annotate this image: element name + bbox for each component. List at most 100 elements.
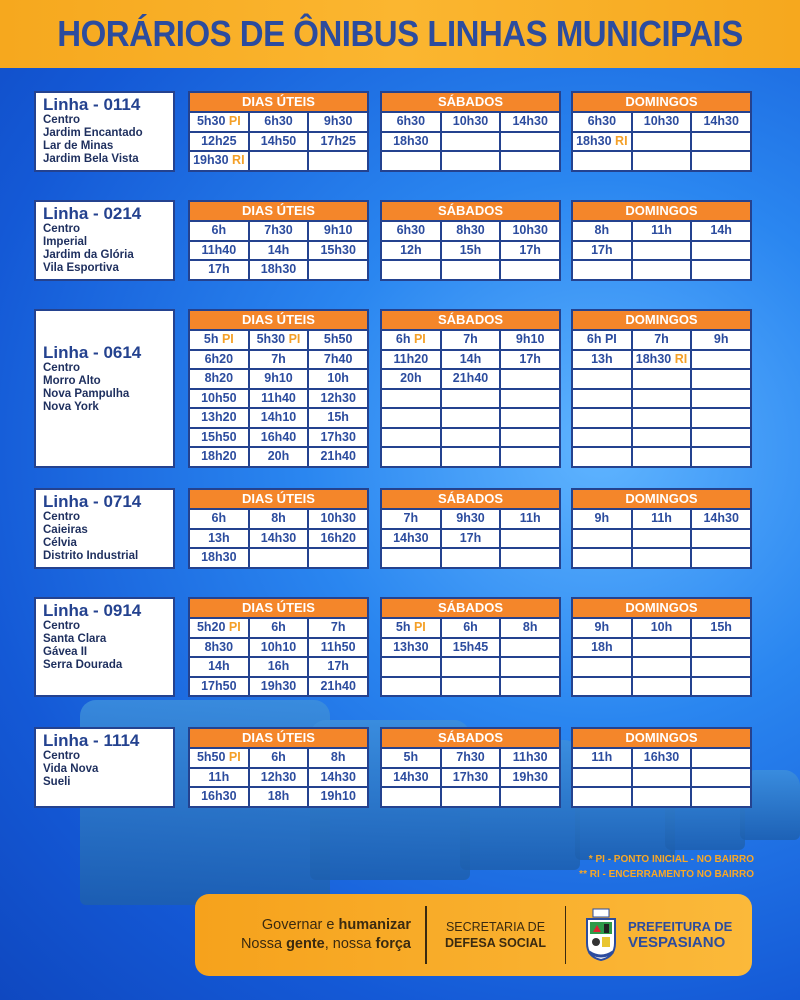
time-cell: 11h <box>630 222 691 240</box>
time-cell: 5h30 PI <box>190 113 248 131</box>
slogan-text: Governar e <box>261 917 339 933</box>
time-value: 6h <box>211 511 227 525</box>
time-cell: 10h30 <box>307 510 368 528</box>
time-cell <box>573 768 631 786</box>
table-row <box>382 656 560 676</box>
line-block: Linha - 0214 Centro Imperial Jardim da Glór… <box>34 200 754 281</box>
time-cell <box>439 152 500 170</box>
neighborhood: Distrito Industrial <box>43 550 139 562</box>
footer-banner: Governar e humanizar Nossa gente, nossa … <box>195 894 752 976</box>
time-cell: 5h PI <box>382 619 440 637</box>
time-cell: 17h <box>499 241 560 259</box>
time-cell <box>630 389 691 407</box>
time-cell <box>573 549 631 567</box>
time-cell: 18h30 <box>247 261 308 279</box>
time-cell: 14h <box>190 658 248 676</box>
time-cell: 19h30 <box>247 677 308 695</box>
time-cell <box>630 549 691 567</box>
time-value: 5h <box>395 620 411 634</box>
time-cell <box>630 152 691 170</box>
time-value: 16h20 <box>320 530 356 545</box>
time-tag: PI <box>228 750 241 764</box>
table-row <box>573 387 751 407</box>
time-cell <box>499 389 560 407</box>
time-cell <box>690 749 751 767</box>
time-value: 9h <box>713 332 729 346</box>
table-row: 12h25 14h50 17h25 <box>190 130 368 150</box>
time-value: 9h10 <box>323 223 353 237</box>
time-value: 7h40 <box>323 351 353 366</box>
time-cell: 17h50 <box>190 677 248 695</box>
time-cell <box>690 677 751 695</box>
time-value: 8h <box>330 750 346 764</box>
time-cell: 9h30 <box>439 510 500 528</box>
time-value: 11h40 <box>201 242 237 257</box>
time-cell: 15h45 <box>439 638 500 656</box>
neighborhood: Morro Alto <box>43 375 101 387</box>
time-cell <box>439 409 500 427</box>
time-cell: 14h50 <box>247 132 308 150</box>
table-row: 17h 18h30 <box>190 259 368 279</box>
time-cell: 14h30 <box>382 768 440 786</box>
time-cell: 10h50 <box>190 389 248 407</box>
time-cell <box>630 788 691 806</box>
time-value: 9h10 <box>264 371 293 385</box>
time-cell <box>573 677 631 695</box>
time-value: 8h <box>271 511 286 525</box>
time-value: 17h <box>519 351 541 366</box>
table-row: 13h 18h30 RI <box>573 348 751 368</box>
time-value: 7h <box>403 511 419 525</box>
time-value: 6h20 <box>204 351 234 366</box>
time-tag: RI <box>674 351 688 366</box>
time-value: 6h30 <box>396 114 426 128</box>
time-cell: 10h <box>307 370 368 388</box>
time-value: 18h30 <box>201 550 237 564</box>
time-value: 12h <box>400 242 422 257</box>
time-cell: 8h <box>307 749 368 767</box>
time-value: 7h <box>330 620 346 634</box>
time-value: 15h50 <box>201 429 237 444</box>
line-block: Linha - 0914 Centro Santa Clara Gávea II Ser… <box>34 597 754 697</box>
time-cell <box>630 658 691 676</box>
time-value: 17h <box>208 262 230 276</box>
time-cell <box>382 389 440 407</box>
time-value: 15h45 <box>452 639 489 654</box>
time-value: 18h30 <box>260 262 297 276</box>
schedule-table-uteis: DIAS ÚTEIS 6h 8h 10h30 13h 14h30 16h20 18h30 <box>188 488 369 569</box>
time-cell: 12h30 <box>247 768 308 786</box>
column-header: DOMINGOS <box>573 729 750 747</box>
time-cell <box>630 677 691 695</box>
time-cell: 16h20 <box>307 529 368 547</box>
time-cell <box>573 409 631 427</box>
time-cell <box>573 389 631 407</box>
table-row <box>382 675 560 695</box>
schedule-table-domingos: DOMINGOS 9h 10h 15h 18h <box>571 597 752 697</box>
line-info: Linha - 0214 Centro Imperial Jardim da Glór… <box>34 200 175 281</box>
secretaria-line1: SECRETARIA DE <box>445 920 546 934</box>
time-cell <box>439 132 500 150</box>
time-cell: 11h <box>190 768 248 786</box>
time-tag: RI <box>232 153 245 167</box>
time-value: 7h <box>654 332 669 346</box>
time-cell <box>630 261 691 279</box>
table-row: 12h 15h 17h <box>382 239 560 259</box>
table-row: 16h30 18h 19h10 <box>190 786 368 806</box>
time-value: 5h50 <box>196 750 226 764</box>
time-cell <box>382 428 440 446</box>
time-cell: 19h10 <box>307 788 368 806</box>
time-value: 14h10 <box>260 410 297 424</box>
time-cell: 6h <box>190 222 248 240</box>
schedule-table-sabados: SÁBADOS 7h 9h30 11h 14h30 17h <box>380 488 561 569</box>
table-row: 6h30 8h30 10h30 <box>382 220 560 240</box>
time-cell: 15h <box>307 409 368 427</box>
time-value: 16h <box>267 659 290 673</box>
time-value: 17h <box>327 659 349 673</box>
column-header: DOMINGOS <box>573 599 750 617</box>
time-value: 7h30 <box>264 223 293 237</box>
time-value: 14h30 <box>393 769 429 784</box>
time-value: 7h <box>463 332 478 346</box>
table-row: 17h50 19h30 21h40 <box>190 675 368 695</box>
time-cell <box>690 350 751 368</box>
time-cell <box>439 261 500 279</box>
table-row <box>382 446 560 466</box>
